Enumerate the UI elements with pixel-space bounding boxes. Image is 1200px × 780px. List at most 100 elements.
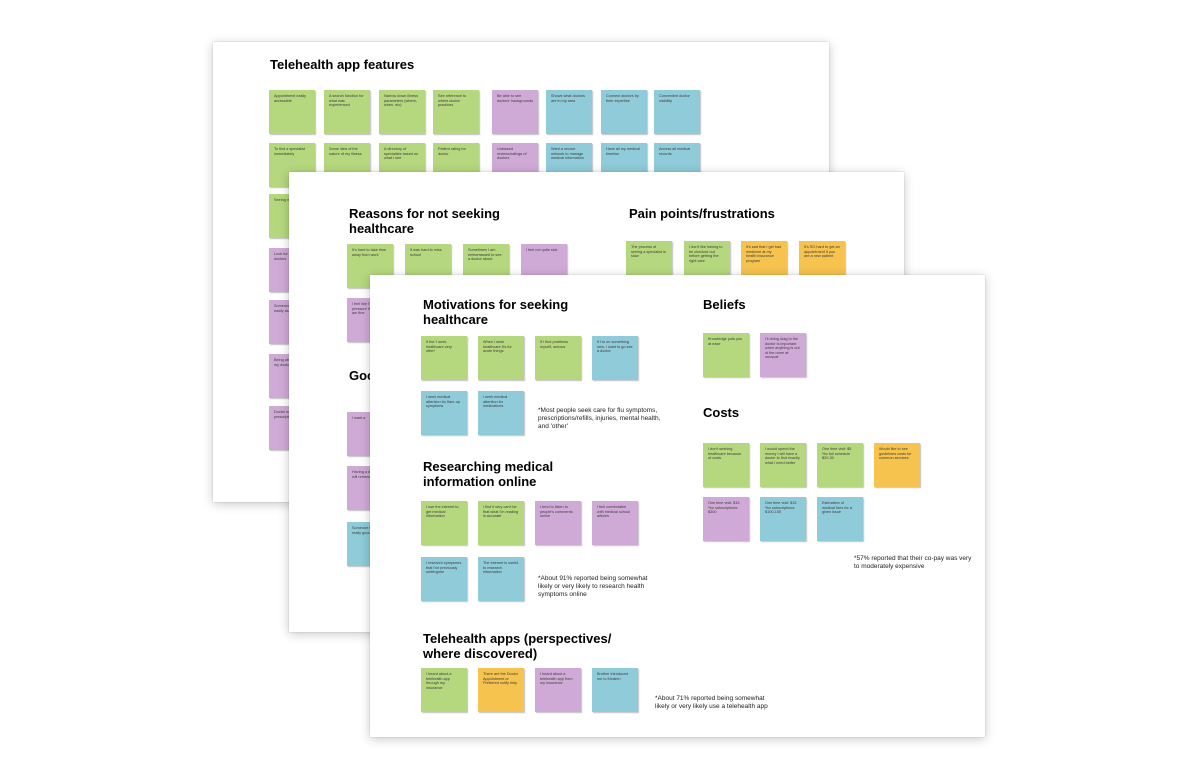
sticky-note-text: I heard about a telehealth app from my i… — [540, 672, 573, 686]
sticky-note-text: Some idea of the nature of my illness — [329, 147, 362, 156]
sticky-note-text: Want a secure network to manage medical … — [551, 147, 584, 161]
motivations-footnote: *Most people seek care for flu symptoms,… — [538, 407, 661, 430]
sticky-note: I don't seeking healthcare because of co… — [703, 443, 749, 487]
sticky-note-text: One time visit: $15 *for subscriptions: … — [765, 501, 797, 515]
sticky-note: Brother introduced me to Modern — [592, 668, 638, 712]
sticky-note: The internet is useful to research infor… — [478, 557, 524, 601]
sticky-note-text: When I seek healthcare it's for acute th… — [483, 340, 512, 354]
sticky-note: I use the internet to get medical inform… — [421, 501, 467, 545]
sticky-note-text: Be able to see doctors' backgrounds — [497, 94, 533, 103]
sticky-note-text: I want a — [352, 416, 366, 420]
sticky-note-text: There are the Doctor Appointment or Pref… — [483, 672, 519, 686]
sticky-note-text: Access all medical records — [659, 147, 691, 156]
sticky-note-text: I'll doing drag to the doctor is importa… — [765, 337, 800, 360]
sticky-note-text: I seek medical attention for medications — [483, 395, 508, 409]
sticky-note-text: It's hard to take time away from work — [352, 248, 387, 257]
sticky-note: If I'm on something new, I want to go se… — [592, 336, 638, 380]
apps-footnote: *About 71% reported being somewhat likel… — [655, 695, 768, 710]
sticky-note-text: See reference to where doctor practices — [438, 94, 467, 108]
sticky-note-text: I use the internet to get medical inform… — [426, 505, 459, 519]
sticky-note-text: Connect doctors by their expertise — [606, 94, 639, 103]
sticky-note-text: Convenient doctor visibility — [659, 94, 690, 103]
sticky-note: I would spend the money I will have a do… — [760, 443, 806, 487]
sticky-note-text: I tend to listen to people's comments on… — [540, 505, 573, 519]
sticky-note: I seek medical attention for flare-up sy… — [421, 391, 467, 435]
sticky-note-text: I heard about a telehealth app through m… — [426, 672, 452, 690]
sticky-note-text: I don't seeking healthcare because of co… — [708, 447, 742, 461]
sticky-note-text: To find a specialist immediately — [274, 147, 306, 156]
sticky-note-text: Would like to see guidelines costs for c… — [879, 447, 912, 461]
sticky-note-text: I don't like having to be checked out be… — [689, 245, 723, 263]
sticky-note-text: If the 'I seek healthcare very often' — [426, 340, 452, 354]
sticky-note-text: Doctor writes prescriptions — [274, 410, 297, 419]
sticky-note-text: Patient rating for doctor — [438, 147, 466, 156]
section-title-telehealth-apps: Telehealth apps (perspectives/ where dis… — [423, 631, 612, 661]
sticky-note-text: It was hard to miss school — [410, 248, 442, 257]
sticky-note-text: Brother introduced me to Modern — [597, 672, 629, 681]
sticky-note: I'll doing drag to the doctor is importa… — [760, 333, 806, 377]
sticky-note: I seek medical attention for medications — [478, 391, 524, 435]
sticky-note: I tend to listen to people's comments on… — [535, 501, 581, 545]
section-title-pain-points: Pain points/frustrations — [629, 206, 775, 221]
sticky-note: I heard about a telehealth app from my i… — [535, 668, 581, 712]
sticky-note-text: A search function for what was experienc… — [329, 94, 364, 108]
sticky-note-text: Estimation of medical fees for a given i… — [822, 501, 852, 515]
sticky-note: Shows what doctors are in my area — [546, 90, 592, 134]
board-title: Motivations for seeking healthcare — [423, 297, 569, 327]
sticky-note: Narrow down illness parameters (where, w… — [379, 90, 425, 134]
sticky-note: One time visit: $5 *for full schedule $2… — [817, 443, 863, 487]
section-title-research: Researching medical information online — [423, 459, 554, 489]
sticky-note: There are the Doctor Appointment or Pref… — [478, 668, 524, 712]
sticky-note-text: Narrow down illness parameters (where, w… — [384, 94, 418, 108]
sticky-note-text: Appointment easily accessible — [274, 94, 307, 103]
costs-footnote: *57% reported that their co-pay was very… — [854, 555, 972, 570]
sticky-note-text: If I find problems myself, serious — [540, 340, 569, 349]
sticky-note-text: Someone I can easily ask — [274, 304, 300, 313]
sticky-note: Convenient doctor visibility — [654, 90, 700, 134]
sticky-note-text: I research symptoms that I've previously… — [426, 561, 462, 575]
board-title: Reasons for not seeking healthcare — [349, 206, 500, 236]
sticky-note-text: I find it very can't be that what I'm re… — [483, 505, 519, 519]
research-footnote: *About 91% reported being somewhat likel… — [538, 575, 648, 598]
sticky-note-text: Unbiased reviews/ratings of doctors — [497, 147, 527, 161]
sticky-note-text: The process of seeing a specialist is sl… — [631, 245, 666, 259]
sticky-note: I research symptoms that I've previously… — [421, 557, 467, 601]
section-title-beliefs: Beliefs — [703, 297, 746, 312]
sticky-note: Appointment easily accessible — [269, 90, 315, 134]
sticky-note-text: Knowledge puts you at ease — [708, 337, 743, 346]
sticky-note-text: Sometimes I am embarrassed to see a doct… — [468, 248, 502, 262]
sticky-note: Estimation of medical fees for a given i… — [817, 497, 863, 541]
sticky-note-text: A directory of specialists based on what… — [384, 147, 419, 161]
sticky-note: See reference to where doctor practices — [433, 90, 479, 134]
sticky-note: If I find problems myself, serious — [535, 336, 581, 380]
sticky-note-text: Look for local doctors — [274, 252, 297, 261]
sticky-note-text: Seeing my doctor — [274, 198, 304, 202]
sticky-note: Be able to see doctors' backgrounds — [492, 90, 538, 134]
sticky-note: I heard about a telehealth app through m… — [421, 668, 467, 712]
sticky-note-text: Shows what doctors are in my area — [551, 94, 585, 103]
sticky-note-text: It's SO hard to get an appointment if yo… — [804, 245, 840, 259]
sticky-note: Knowledge puts you at ease — [703, 333, 749, 377]
sticky-note-text: I would spend the money I will have a do… — [765, 447, 800, 465]
sticky-note-text: One time visit: $5 *for full schedule $2… — [822, 447, 852, 461]
sticky-note: If the 'I seek healthcare very often' — [421, 336, 467, 380]
sticky-note: One time visit: $15 *for subscriptions: … — [703, 497, 749, 541]
sticky-note-text: Have all my medical timeline — [606, 147, 640, 156]
sticky-note: I find it very can't be that what I'm re… — [478, 501, 524, 545]
sticky-note-text: I feel not quite sick — [526, 248, 558, 252]
sticky-note-text: The internet is useful to research infor… — [483, 561, 519, 575]
sticky-note-text: I seek medical attention for flare-up sy… — [426, 395, 460, 409]
sticky-note: I feel comfortable with medical school a… — [592, 501, 638, 545]
sticky-note-text: One time visit: $15 *for subscriptions: … — [708, 501, 740, 515]
section-title-costs: Costs — [703, 405, 740, 420]
board-title: Telehealth app features — [270, 57, 415, 72]
sticky-note-text: I feel like I'm putting pressure if I re… — [352, 302, 386, 316]
sticky-note: When I seek healthcare it's for acute th… — [478, 336, 524, 380]
sticky-note-text: I feel comfortable with medical school a… — [597, 505, 630, 519]
sticky-note: Connect doctors by their expertise — [601, 90, 647, 134]
sticky-note: Would like to see guidelines costs for c… — [874, 443, 920, 487]
sticky-note-text: It's sad that I get bad medicine at my h… — [746, 245, 782, 263]
sticky-note-text: If I'm on something new, I want to go se… — [597, 340, 633, 354]
sticky-note: A search function for what was experienc… — [324, 90, 370, 134]
sticky-note-text: Having a doctor that will remember — [352, 470, 386, 479]
